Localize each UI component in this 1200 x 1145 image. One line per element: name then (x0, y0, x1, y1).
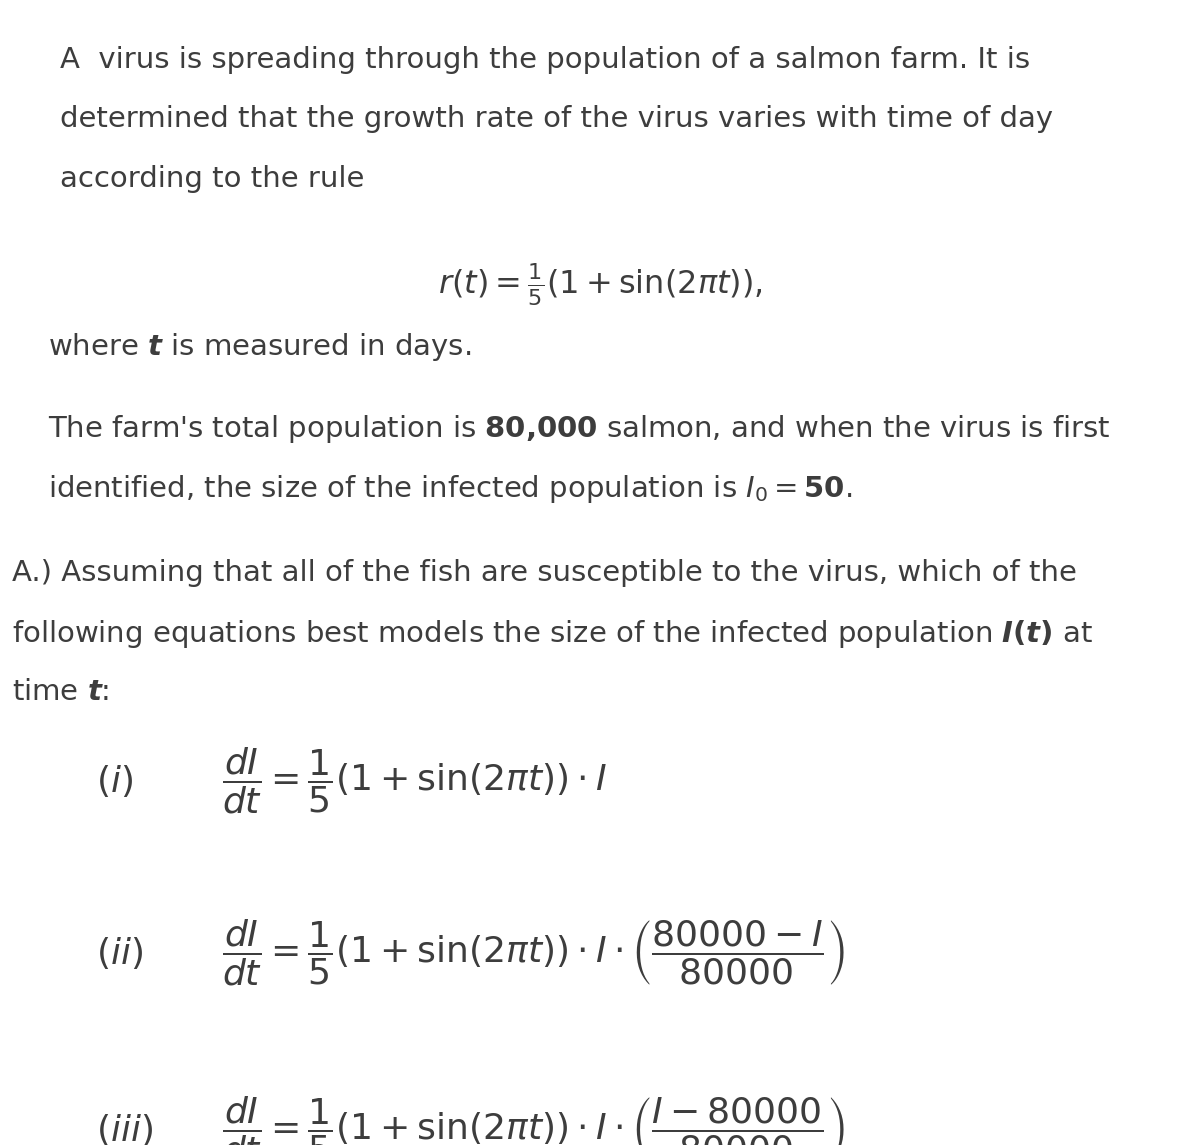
Text: $r(t) = \frac{1}{5}(1 + \sin(2\pi t)),$: $r(t) = \frac{1}{5}(1 + \sin(2\pi t)),$ (438, 262, 762, 308)
Text: $\dfrac{dI}{dt} = \dfrac{1}{5}(1 + \sin(2\pi t)) \cdot I \cdot \left(\dfrac{I - : $\dfrac{dI}{dt} = \dfrac{1}{5}(1 + \sin(… (222, 1095, 845, 1145)
Text: $(iii)$: $(iii)$ (96, 1112, 154, 1145)
Text: identified, the size of the infected population is $I_0 = \mathbf{50}$.: identified, the size of the infected pop… (48, 473, 852, 505)
Text: where $\boldsymbol{t}$ is measured in days.: where $\boldsymbol{t}$ is measured in da… (48, 331, 472, 363)
Text: $\dfrac{dI}{dt} = \dfrac{1}{5}(1 + \sin(2\pi t)) \cdot I$: $\dfrac{dI}{dt} = \dfrac{1}{5}(1 + \sin(… (222, 745, 607, 816)
Text: $(ii)$: $(ii)$ (96, 934, 143, 971)
Text: determined that the growth rate of the virus varies with time of day: determined that the growth rate of the v… (60, 105, 1054, 133)
Text: according to the rule: according to the rule (60, 165, 365, 192)
Text: $(i)$: $(i)$ (96, 763, 133, 799)
Text: following equations best models the size of the infected population $\boldsymbol: following equations best models the size… (12, 618, 1093, 650)
Text: A  virus is spreading through the population of a salmon farm. It is: A virus is spreading through the populat… (60, 46, 1030, 73)
Text: The farm's total population is $\mathbf{80{,}000}$ salmon, and when the virus is: The farm's total population is $\mathbf{… (48, 413, 1110, 445)
Text: time $\boldsymbol{t}$:: time $\boldsymbol{t}$: (12, 678, 109, 705)
Text: $\dfrac{dI}{dt} = \dfrac{1}{5}(1 + \sin(2\pi t)) \cdot I \cdot \left(\dfrac{8000: $\dfrac{dI}{dt} = \dfrac{1}{5}(1 + \sin(… (222, 917, 845, 988)
Text: A.) Assuming that all of the fish are susceptible to the virus, which of the: A.) Assuming that all of the fish are su… (12, 559, 1076, 586)
